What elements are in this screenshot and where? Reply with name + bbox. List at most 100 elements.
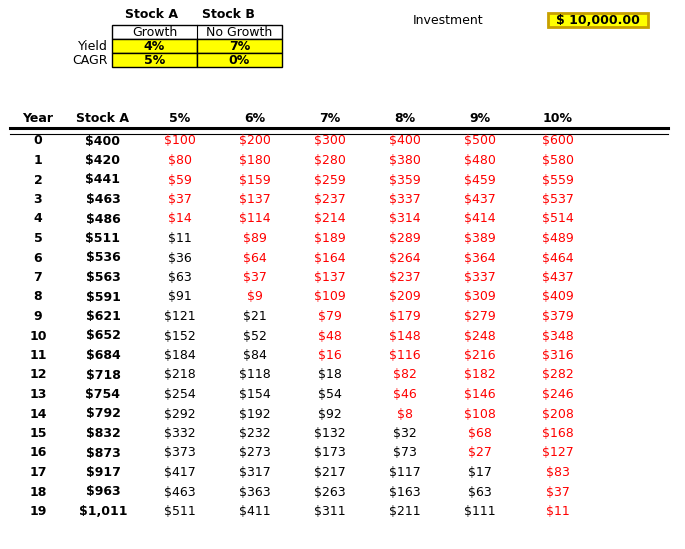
Text: $437: $437: [464, 193, 496, 206]
Text: $83: $83: [546, 466, 570, 479]
Text: $79: $79: [318, 310, 342, 323]
Text: $154: $154: [239, 388, 271, 401]
Text: $116: $116: [389, 349, 421, 362]
Text: $580: $580: [542, 154, 574, 167]
Text: $437: $437: [542, 271, 574, 284]
Bar: [548, 13, 648, 27]
Text: 11: 11: [29, 349, 47, 362]
Text: Stock A: Stock A: [77, 113, 129, 126]
Text: $18: $18: [318, 368, 342, 382]
Text: $311: $311: [314, 505, 346, 518]
Text: $137: $137: [239, 193, 271, 206]
Text: $11: $11: [546, 505, 570, 518]
Text: $109: $109: [314, 290, 346, 304]
Text: $17: $17: [468, 466, 492, 479]
Text: 0: 0: [34, 135, 42, 148]
Text: $184: $184: [164, 349, 196, 362]
Text: $179: $179: [389, 310, 421, 323]
Text: $273: $273: [239, 446, 271, 460]
Text: $718: $718: [86, 368, 121, 382]
Text: $173: $173: [314, 446, 346, 460]
Text: 5%: 5%: [144, 53, 165, 66]
Text: 7: 7: [34, 271, 42, 284]
Text: $337: $337: [464, 271, 496, 284]
Text: $21: $21: [243, 310, 267, 323]
Text: 5: 5: [34, 232, 42, 245]
Text: $652: $652: [86, 329, 121, 343]
Text: $32: $32: [393, 427, 417, 440]
Text: $89: $89: [243, 232, 267, 245]
Text: $ 10,000.00: $ 10,000.00: [556, 14, 640, 26]
Bar: [112, 39, 197, 53]
Text: $314: $314: [389, 212, 421, 226]
Text: 5%: 5%: [169, 113, 190, 126]
Text: $217: $217: [314, 466, 346, 479]
Text: $192: $192: [239, 407, 271, 421]
Text: $459: $459: [464, 173, 496, 187]
Text: 7%: 7%: [319, 113, 340, 126]
Text: 15: 15: [29, 427, 47, 440]
Text: $64: $64: [243, 251, 267, 265]
Text: $348: $348: [542, 329, 574, 343]
Text: $963: $963: [86, 485, 121, 498]
Text: $163: $163: [389, 485, 421, 498]
Text: $159: $159: [239, 173, 271, 187]
Text: $37: $37: [546, 485, 570, 498]
Text: 6%: 6%: [245, 113, 266, 126]
Text: $46: $46: [393, 388, 417, 401]
Text: $282: $282: [542, 368, 574, 382]
Text: $563: $563: [86, 271, 121, 284]
Text: $200: $200: [239, 135, 271, 148]
Text: $168: $168: [542, 427, 574, 440]
Text: $16: $16: [318, 349, 342, 362]
Text: $100: $100: [164, 135, 196, 148]
Bar: [197, 53, 282, 67]
Text: 10%: 10%: [543, 113, 573, 126]
Text: $337: $337: [389, 193, 421, 206]
Text: $259: $259: [314, 173, 346, 187]
Text: $164: $164: [314, 251, 346, 265]
Text: $9: $9: [247, 290, 263, 304]
Text: $411: $411: [239, 505, 271, 518]
Text: $189: $189: [314, 232, 346, 245]
Text: 4%: 4%: [144, 40, 165, 53]
Text: $332: $332: [164, 427, 196, 440]
Text: $14: $14: [168, 212, 192, 226]
Text: $117: $117: [389, 466, 421, 479]
Text: $36: $36: [168, 251, 192, 265]
Text: $48: $48: [318, 329, 342, 343]
Text: $463: $463: [164, 485, 196, 498]
Text: $917: $917: [86, 466, 121, 479]
Text: $832: $832: [86, 427, 121, 440]
Text: 8%: 8%: [395, 113, 416, 126]
Text: $148: $148: [389, 329, 421, 343]
Text: $400: $400: [389, 135, 421, 148]
Text: $292: $292: [164, 407, 196, 421]
Text: $316: $316: [543, 349, 574, 362]
Text: $511: $511: [164, 505, 196, 518]
Bar: [197, 39, 282, 53]
Text: $317: $317: [239, 466, 271, 479]
Text: Year: Year: [23, 113, 53, 126]
Text: $489: $489: [542, 232, 574, 245]
Text: $237: $237: [314, 193, 346, 206]
Text: $37: $37: [168, 193, 192, 206]
Text: $92: $92: [318, 407, 342, 421]
Text: $127: $127: [542, 446, 574, 460]
Text: $254: $254: [164, 388, 196, 401]
Text: $54: $54: [318, 388, 342, 401]
Text: 12: 12: [29, 368, 47, 382]
Text: $121: $121: [164, 310, 196, 323]
Text: $237: $237: [389, 271, 421, 284]
Text: $11: $11: [168, 232, 192, 245]
Text: $59: $59: [168, 173, 192, 187]
Text: 1: 1: [34, 154, 42, 167]
Text: Stock A: Stock A: [125, 8, 179, 21]
Text: $216: $216: [464, 349, 496, 362]
Text: 10: 10: [29, 329, 47, 343]
Text: $232: $232: [239, 427, 271, 440]
Text: $363: $363: [239, 485, 271, 498]
Text: $208: $208: [542, 407, 574, 421]
Text: $537: $537: [542, 193, 574, 206]
Text: $180: $180: [239, 154, 271, 167]
